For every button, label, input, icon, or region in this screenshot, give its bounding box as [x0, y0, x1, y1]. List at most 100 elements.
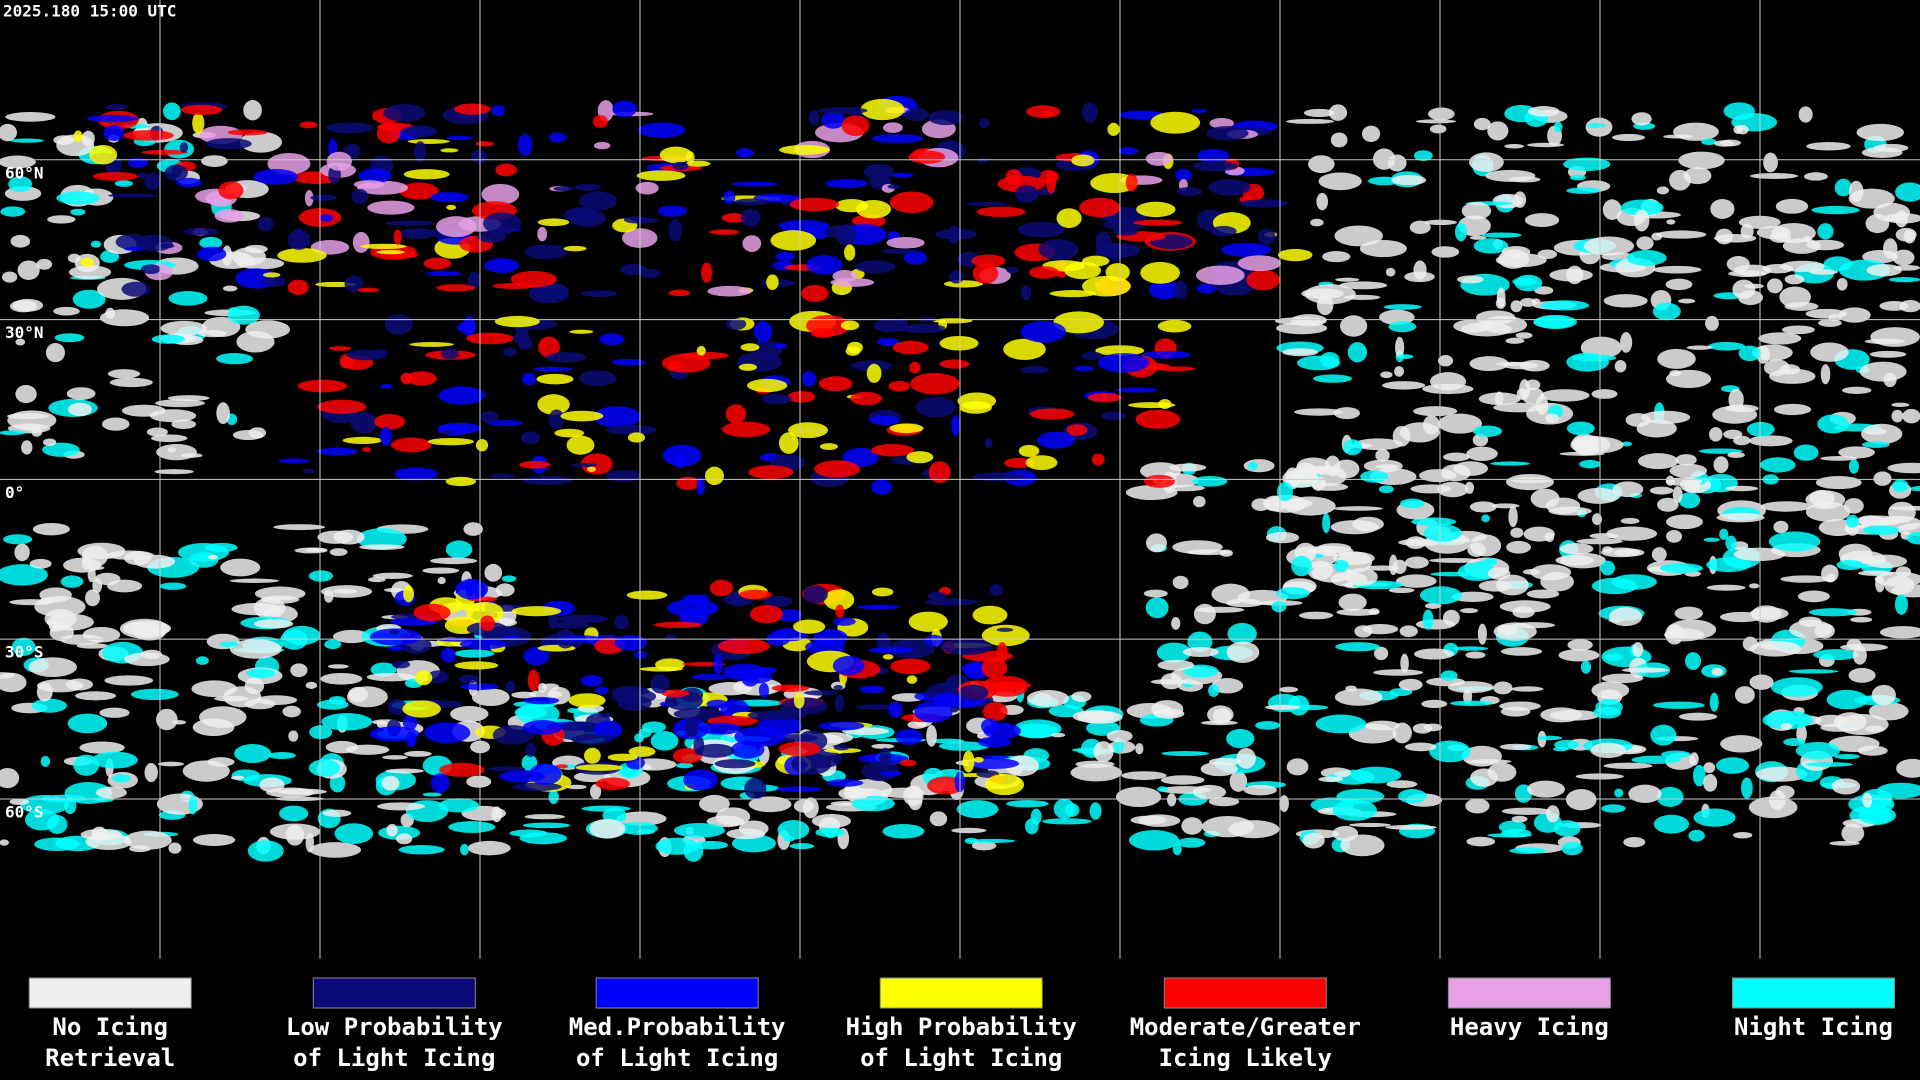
cloud-patch: [329, 346, 352, 351]
cloud-patch: [1469, 356, 1509, 372]
lat-lon-grid: [0, 0, 1920, 959]
cloud-patch: [787, 391, 816, 403]
cloud-patch: [503, 634, 519, 640]
cloud-patch: [537, 226, 548, 242]
cloud-patch: [3, 534, 33, 545]
cloud-patch: [1861, 441, 1890, 448]
cloud-patch: [1786, 717, 1803, 724]
cloud-patch: [9, 138, 45, 143]
cloud-patch: [866, 363, 882, 383]
cloud-patch: [374, 414, 406, 430]
cloud-patch: [1526, 589, 1560, 599]
cloud-patch: [394, 467, 438, 481]
cloud-patch: [1066, 424, 1088, 436]
cloud-patch: [892, 340, 929, 355]
cloud-patch: [948, 270, 964, 284]
cloud-patch: [245, 320, 291, 339]
cloud-patch: [692, 673, 729, 681]
cloud-patch: [196, 246, 227, 262]
cloud-patch: [1442, 609, 1460, 626]
cloud-patch: [123, 130, 174, 141]
cloud-patch: [1895, 566, 1911, 578]
cloud-patch: [1526, 780, 1565, 798]
cloud-patch: [707, 285, 752, 297]
cloud-patch: [1246, 269, 1280, 291]
cloud-patch: [1651, 547, 1667, 562]
cloud-patch: [90, 240, 102, 248]
cloud-patch: [1484, 557, 1497, 564]
cloud-patch: [1657, 348, 1696, 369]
legend-swatch: [595, 977, 759, 1009]
cloud-patch: [446, 204, 457, 210]
cloud-patch: [1631, 112, 1652, 126]
cloud-patch: [1018, 221, 1065, 238]
cloud-patch: [887, 184, 901, 189]
cloud-patch: [1380, 371, 1393, 379]
cloud-patch: [1545, 413, 1559, 424]
cloud-patch: [904, 107, 929, 122]
cloud-patch: [1046, 171, 1057, 194]
cloud-patch: [847, 341, 863, 354]
cloud-patch: [326, 122, 374, 134]
cloud-patch: [1251, 498, 1271, 511]
cloud-patch: [1891, 402, 1910, 408]
cloud-patch: [1621, 441, 1633, 447]
cloud-patch: [487, 766, 526, 772]
cloud-patch: [1451, 591, 1494, 603]
cloud-patch: [977, 736, 1012, 748]
cloud-patch: [10, 234, 31, 248]
cloud-patch: [199, 706, 247, 729]
cloud-patch: [985, 773, 1025, 796]
cloud-patch: [1461, 745, 1502, 767]
cloud-patch: [1504, 143, 1525, 149]
cloud-patch: [520, 431, 541, 445]
cloud-patch: [487, 420, 523, 427]
cloud-patch: [1707, 341, 1746, 351]
cloud-patch: [1478, 580, 1512, 592]
cloud-patch: [709, 229, 740, 235]
cloud-patch: [1505, 337, 1525, 344]
cloud-patch: [92, 172, 139, 181]
cloud-patch: [1038, 239, 1079, 260]
cloud-patch: [511, 606, 562, 617]
cloud-patch: [1620, 517, 1640, 525]
cloud-patch: [454, 661, 499, 670]
cloud-patch: [1736, 124, 1749, 135]
cloud-patch: [1633, 209, 1650, 232]
cloud-patch: [277, 788, 327, 795]
cloud-patch: [484, 258, 520, 273]
cloud-patch: [976, 157, 988, 163]
cloud-patch: [168, 291, 208, 306]
cloud-patch: [626, 590, 668, 600]
cloud-patch: [1422, 609, 1434, 630]
cloud-patch: [404, 750, 432, 757]
cloud-patch: [1836, 278, 1848, 291]
cloud-patch: [971, 841, 997, 851]
cloud-patch: [528, 690, 563, 699]
cloud-patch: [880, 770, 902, 777]
cloud-patch: [749, 604, 783, 624]
cloud-patch: [726, 828, 766, 840]
cloud-patch: [1461, 202, 1492, 220]
cloud-patch: [1749, 607, 1789, 620]
cloud-patch: [574, 183, 601, 191]
cloud-patch: [533, 366, 573, 372]
cloud-patch: [835, 224, 857, 246]
cloud-patch: [326, 151, 352, 171]
cloud-patch: [1487, 121, 1509, 141]
cloud-patch: [1469, 152, 1504, 172]
cloud-patch: [595, 777, 631, 791]
cloud-patch: [239, 131, 283, 153]
cloud-patch: [1372, 148, 1396, 170]
cloud-patch: [1820, 364, 1831, 385]
cloud-patch: [1118, 110, 1165, 120]
cloud-patch: [1161, 751, 1210, 757]
cloud-patch: [1716, 757, 1750, 774]
cloud-patch: [1711, 667, 1724, 676]
cloud-patch: [546, 352, 586, 363]
cloud-patch: [1775, 198, 1809, 214]
cloud-patch: [8, 176, 33, 193]
cloud-patch: [1653, 814, 1690, 834]
cloud-patch: [1713, 456, 1729, 474]
